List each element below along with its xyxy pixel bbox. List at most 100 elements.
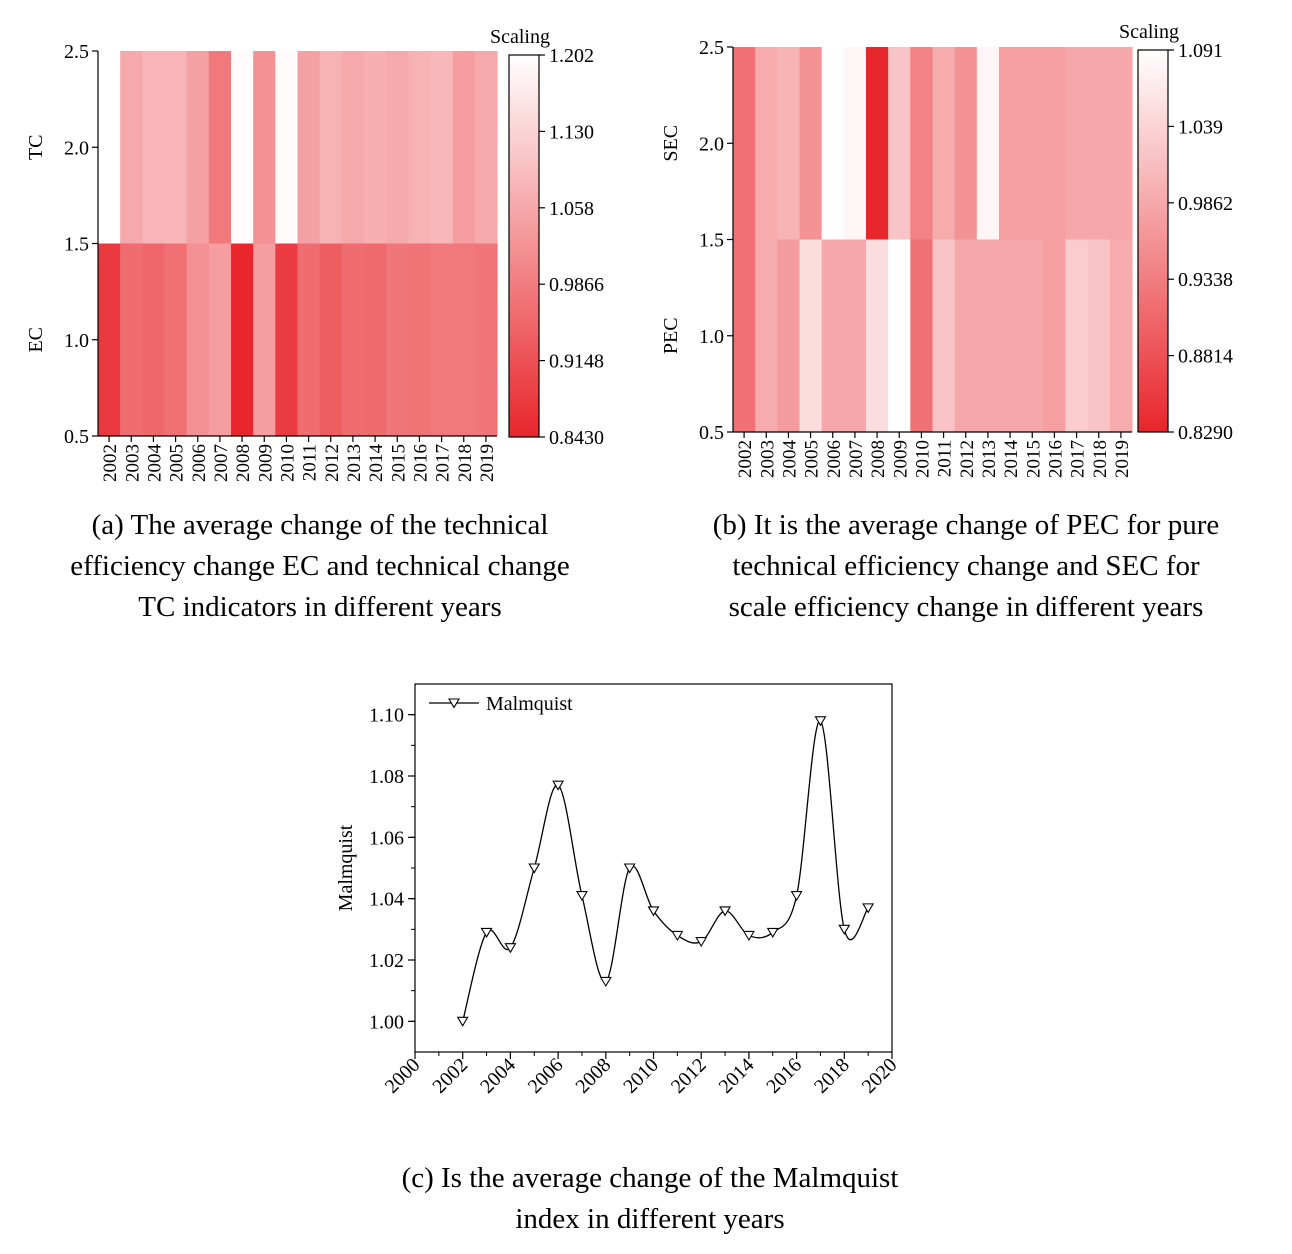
heatmap-cell-sec-2016 [1043, 47, 1067, 240]
heatmap-cell-pec-2019 [1109, 239, 1133, 432]
heatmap-cell-sec-2018 [1087, 47, 1111, 240]
y-tick-label: 1.06 [369, 827, 404, 849]
heatmap-cell-pec-2015 [1021, 239, 1044, 432]
series-line-malmquist [462, 720, 869, 1022]
caption-b-line-2: technical efficiency change and SEC for [732, 550, 1200, 582]
chart-panel-c: 1.00 1.02 1.04 1.06 1.08 1.10 2000 2002 2004 2006… [335, 683, 902, 1098]
y-tick-label: 2.0 [64, 137, 89, 159]
x-tick-label: 2013 [344, 444, 365, 482]
y-band-label-sec: SEC [660, 125, 682, 162]
y-tick-label: 0.5 [699, 422, 724, 444]
y-tick-label: 1.02 [369, 950, 404, 972]
x-tick-label: 2017 [1068, 440, 1089, 478]
x-tick-label: 2000 [381, 1054, 425, 1098]
heatmap-cell-sec-2019 [1109, 47, 1133, 240]
heatmap-cell-sec-2009 [888, 47, 911, 240]
x-tick-label: 2010 [619, 1054, 663, 1098]
heatmap-cell-pec-2010 [910, 239, 934, 432]
colorbar [508, 54, 540, 438]
x-tick-label: 2018 [1090, 440, 1111, 478]
heatmap-cell-pec-2012 [954, 239, 978, 432]
x-tick-label: 2019 [1112, 440, 1133, 478]
x-tick-label: 2007 [211, 444, 232, 482]
heatmap-cell-sec-2008 [866, 47, 889, 240]
y-tick-label: 2.5 [64, 41, 89, 63]
heatmap-cell-tc-2002 [98, 51, 121, 244]
data-point-2009 [623, 863, 636, 874]
data-point-2012 [695, 937, 708, 948]
heatmap-cell-pec-2018 [1087, 239, 1111, 432]
x-tick-label: 2002 [428, 1054, 472, 1098]
colorbar-tick-label: 0.9148 [549, 351, 604, 373]
colorbar-tick-label: 0.9866 [549, 274, 604, 296]
x-tick-label: 2013 [979, 440, 1000, 478]
data-point-2005 [528, 863, 541, 874]
heatmap-cell-pec-2016 [1043, 239, 1067, 432]
x-tick-label: 2016 [410, 444, 431, 482]
y-tick-label: 1.08 [369, 766, 404, 788]
heatmap-cell-tc-2010 [275, 51, 299, 244]
heatmap-cell-tc-2018 [452, 51, 476, 244]
caption-c-line-2: index in different years [515, 1203, 785, 1235]
heatmap-cell-ec-2018 [452, 243, 476, 436]
x-tick-label: 2015 [388, 444, 409, 482]
data-point-2008 [599, 976, 612, 988]
data-point-2007 [575, 891, 588, 902]
y-tick-label: 2.0 [699, 133, 724, 155]
heatmap-cell-ec-2019 [474, 243, 498, 436]
colorbar-tick-label: 1.058 [549, 198, 594, 220]
x-tick-label: 2010 [277, 444, 298, 482]
data-point-2011 [671, 930, 684, 942]
colorbar-tick-label: 1.091 [1178, 40, 1223, 62]
x-tick-label: 2016 [1045, 440, 1066, 478]
colorbar-tick-label: 0.8430 [549, 427, 604, 449]
data-point-2013 [719, 906, 732, 917]
heatmap-cell-sec-2010 [910, 47, 934, 240]
heatmap-cell-ec-2017 [430, 243, 454, 436]
colorbar-tick-label: 0.9338 [1178, 269, 1233, 291]
heatmap-cell-tc-2003 [120, 51, 143, 244]
heatmap-cell-tc-2008 [231, 51, 254, 244]
colorbar-tick-label: 0.9862 [1178, 193, 1233, 215]
x-tick-label: 2008 [571, 1054, 615, 1098]
plot-frame [414, 683, 893, 1053]
caption-a: (a) The average change of the technical … [0, 505, 640, 628]
x-tick-label: 2014 [366, 444, 387, 483]
colorbar-title: Scaling [1119, 21, 1179, 43]
y-tick-label: 1.00 [369, 1011, 404, 1033]
heatmap-cell-ec-2014 [364, 243, 387, 436]
data-point-2014 [742, 930, 755, 942]
heatmap-cell-ec-2002 [98, 243, 121, 436]
x-tick-label: 2004 [476, 1054, 520, 1098]
heatmap-cell-sec-2014 [999, 47, 1022, 240]
heatmap-cell-pec-2003 [755, 239, 778, 432]
caption-a-line-3: TC indicators in different years [138, 591, 502, 623]
heatmap-cell-ec-2016 [408, 243, 432, 436]
heatmap-cell-ec-2006 [186, 243, 210, 436]
y-axis-label: Malmquist [335, 824, 357, 911]
heatmap-cell-sec-2017 [1065, 47, 1089, 240]
heatmap-cell-sec-2011 [932, 47, 956, 240]
heatmap-cell-sec-2007 [843, 47, 867, 240]
heatmap-cell-sec-2006 [821, 47, 845, 240]
heatmap-cell-ec-2010 [275, 243, 299, 436]
colorbar-tick-label: 1.039 [1178, 116, 1223, 138]
y-tick-label: 1.5 [699, 230, 724, 252]
x-tick-label: 2004 [144, 444, 165, 483]
x-tick-label: 2014 [715, 1054, 759, 1098]
x-tick-label: 2012 [667, 1054, 711, 1098]
x-tick-label: 2012 [957, 440, 978, 478]
heatmap-cell-tc-2015 [386, 51, 409, 244]
colorbar-tick-label: 1.202 [549, 45, 594, 67]
x-tick-label: 2006 [824, 440, 845, 478]
heatmap-cell-pec-2005 [799, 239, 823, 432]
heatmap-cell-ec-2007 [208, 243, 232, 436]
heatmap-cell-ec-2015 [386, 243, 409, 436]
x-tick-label: 2009 [255, 444, 276, 482]
heatmap-cell-ec-2004 [142, 243, 166, 436]
x-tick-label: 2002 [735, 440, 756, 478]
data-point-2018 [838, 924, 851, 935]
x-tick-label: 2006 [189, 444, 210, 482]
